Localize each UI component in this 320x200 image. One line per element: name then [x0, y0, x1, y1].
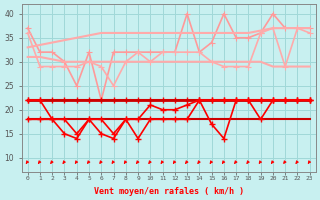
X-axis label: Vent moyen/en rafales ( km/h ): Vent moyen/en rafales ( km/h ) [94, 187, 244, 196]
